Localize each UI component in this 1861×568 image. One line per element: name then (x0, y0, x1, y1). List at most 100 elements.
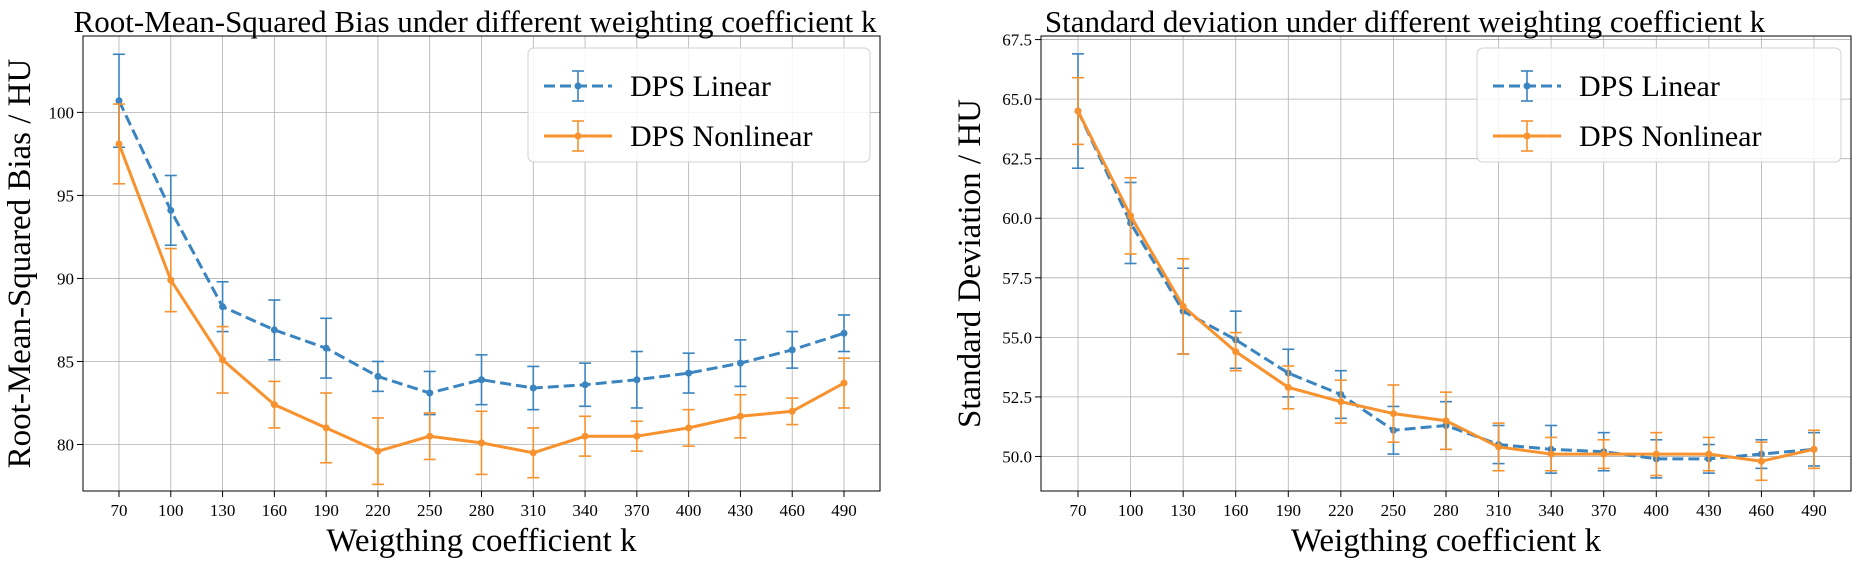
rms-linear-line (117, 100, 845, 395)
rms-linear-point (426, 389, 434, 397)
std-y-tick-label: 62.5 (1002, 150, 1032, 169)
std-nonlinear-point (1600, 450, 1608, 458)
rms-linear-legend-label: DPS Linear (630, 70, 771, 103)
std-x-tick-label: 70 (1070, 501, 1087, 520)
rms-nonlinear-point (788, 407, 796, 415)
rms-y-tick-label: 85 (57, 352, 74, 371)
rms-nonlinear-point (270, 401, 278, 409)
std-nonlinear-point (1337, 398, 1345, 406)
rms-linear-point (685, 369, 693, 377)
std-x-tick-label: 190 (1276, 501, 1302, 520)
rms-x-tick-label: 160 (262, 501, 288, 520)
std-x-tick-label: 130 (1170, 501, 1196, 520)
rms-x-tick-label: 490 (831, 501, 857, 520)
rms-linear-point (633, 376, 641, 384)
rms-nonlinear-point (426, 432, 434, 440)
std-nonlinear-point (1389, 410, 1397, 418)
std-nonlinear-series (1072, 76, 1820, 482)
rms-linear-point (478, 376, 485, 384)
rms-linear-point (270, 326, 278, 334)
std-nonlinear-point (1179, 302, 1187, 310)
rms-nonlinear-point (840, 379, 848, 387)
rms-nonlinear-point (322, 424, 330, 432)
rms-linear-point (219, 303, 227, 311)
std-x-tick-label: 220 (1328, 501, 1354, 520)
std-y-tick-label: 60.0 (1002, 209, 1032, 228)
rms-x-axis-label: Weigthing coefficient k (326, 523, 637, 559)
std-nonlinear-point (1442, 417, 1450, 425)
rms-x-tick-label: 280 (469, 501, 495, 520)
std-nonlinear-point (1810, 445, 1818, 453)
rms-x-tick-label: 340 (572, 501, 598, 520)
std-x-tick-label: 100 (1118, 501, 1144, 520)
rms-nonlinear-point (633, 432, 641, 440)
rms-linear-point (788, 346, 796, 354)
rms-x-tick-label: 130 (210, 501, 236, 520)
rms-x-tick-label: 190 (313, 501, 339, 520)
std-x-axis-label: Weigthing coefficient k (1291, 523, 1602, 559)
std-x-tick-label: 250 (1381, 501, 1407, 520)
std-legend-box (1476, 47, 1842, 163)
rms-x-tick-label: 460 (779, 501, 805, 520)
std-y-tick-label: 52.5 (1002, 388, 1032, 407)
std-x-tick-label: 460 (1749, 501, 1775, 520)
rms-legend: DPS Linear DPS Nonlinear (527, 47, 871, 163)
std-nonlinear-point (1652, 450, 1660, 458)
rms-linear-series (113, 53, 850, 416)
rms-y-tick-label: 100 (49, 103, 75, 122)
std-x-tick-label: 160 (1223, 501, 1249, 520)
rms-bias-chart-svg: 70 100 130 160 190 220 250 280 310 340 370 400 430 46… (2, 4, 881, 559)
std-legend: DPS Linear DPS Nonlinear (1476, 47, 1842, 163)
rms-x-tick-label: 430 (728, 501, 754, 520)
rms-linear-point (115, 97, 123, 105)
std-nonlinear-legend-label: DPS Nonlinear (1579, 120, 1762, 153)
std-plot-area (1041, 36, 1851, 491)
rms-y-tick-label: 80 (57, 436, 74, 455)
std-dev-chart-svg: 70 100 130 160 190 220 250 280 310 340 370 400 430 46… (952, 4, 1852, 559)
std-linear-legend-label: DPS Linear (1579, 70, 1720, 103)
rms-x-tick-label: 370 (624, 501, 650, 520)
std-x-tick-label: 430 (1696, 501, 1722, 520)
rms-linear-point (167, 206, 175, 214)
std-dev-chart: 70 100 130 160 190 220 250 280 310 340 370 400 430 46… (950, 0, 1861, 563)
rms-linear-point (736, 359, 744, 367)
rms-linear-point (322, 344, 330, 352)
rms-x-tick-label: 220 (365, 501, 391, 520)
rms-nonlinear-legend-label: DPS Nonlinear (630, 120, 813, 153)
rms-nonlinear-point (736, 412, 744, 420)
std-nonlinear-point (1757, 457, 1765, 465)
rms-nonlinear-point (685, 424, 693, 432)
std-linear-legend-entry: DPS Linear (1493, 70, 1720, 103)
rms-x-tick-label: 400 (676, 501, 702, 520)
std-nonlinear-point (1495, 443, 1503, 451)
std-nonlinear-point (1284, 383, 1292, 391)
std-nonlinear-point (1232, 348, 1240, 356)
rms-linear-point (840, 329, 848, 337)
rms-linear-point (529, 384, 537, 392)
std-x-tick-label: 490 (1801, 501, 1827, 520)
std-x-tick-label: 370 (1591, 501, 1617, 520)
rms-nonlinear-point (219, 356, 227, 364)
rms-x-tick-label: 250 (417, 501, 443, 520)
std-nonlinear-point (1547, 450, 1555, 458)
rms-y-axis-label: Root-Mean-Squared Bias / HU (2, 58, 38, 468)
std-y-tick-label: 65.0 (1002, 90, 1032, 109)
rms-nonlinear-point (167, 276, 175, 284)
rms-linear-legend-entry: DPS Linear (544, 70, 771, 103)
std-chart-title: Standard deviation under different weigh… (1045, 4, 1766, 39)
rms-nonlinear-point (529, 449, 537, 457)
rms-nonlinear-legend-entry: DPS Nonlinear (544, 120, 813, 153)
rms-nonlinear-point (374, 447, 382, 455)
rms-x-tick-label: 100 (158, 501, 184, 520)
std-nonlinear-point (1127, 212, 1135, 220)
std-y-tick-label: 67.5 (1002, 31, 1032, 50)
std-x-tick-label: 310 (1486, 501, 1512, 520)
std-y-axis-label: Standard Deviation / HU (952, 99, 988, 428)
std-nonlinear-legend-entry: DPS Nonlinear (1493, 120, 1762, 153)
rms-linear-point (581, 381, 589, 389)
rms-nonlinear-point (478, 439, 485, 447)
std-x-tick-label: 400 (1644, 501, 1670, 520)
std-y-tick-label: 57.5 (1002, 269, 1032, 288)
std-y-tick-label: 55.0 (1002, 328, 1032, 347)
rms-nonlinear-series (113, 103, 850, 486)
